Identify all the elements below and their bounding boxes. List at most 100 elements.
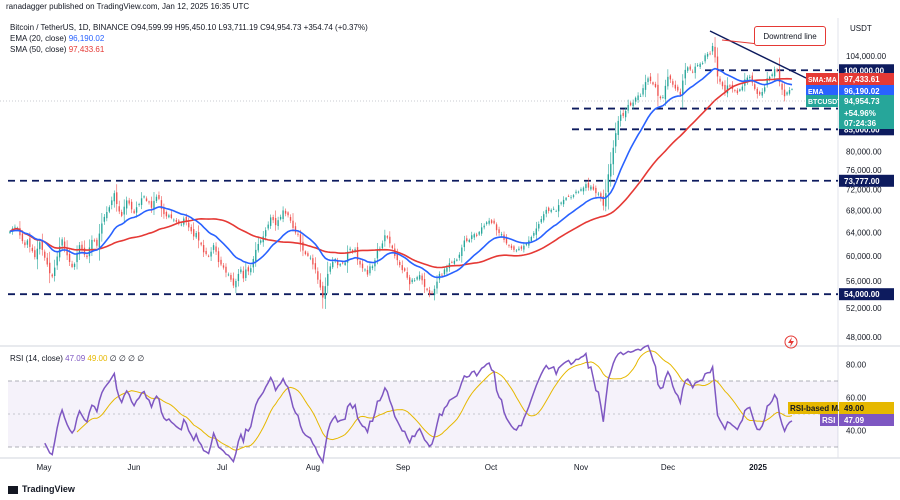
candle-body	[436, 281, 438, 289]
time-tick-label: May	[36, 463, 51, 472]
price-tick-label: 104,000.00	[846, 52, 887, 61]
candle-body	[567, 196, 570, 197]
currency-label[interactable]: USDT	[850, 24, 872, 33]
candle-body	[500, 234, 503, 236]
rsi-tick-label: 60.00	[846, 394, 867, 403]
candle-body	[111, 200, 113, 206]
rsi-legend-tail: ∅ ∅ ∅ ∅	[109, 354, 145, 363]
downtrend-callout: Downtrend line	[754, 26, 826, 46]
candle-body	[202, 245, 205, 253]
candle-body	[413, 280, 416, 282]
candle-body	[341, 262, 344, 264]
candle-body	[9, 231, 11, 234]
candle-body	[468, 239, 470, 242]
candle-body	[788, 90, 791, 94]
candle-body	[304, 251, 307, 255]
lightning-icon[interactable]	[784, 335, 798, 349]
candle-body	[26, 240, 29, 245]
candle-body	[706, 53, 709, 57]
price-axis[interactable]: 104,000.00 80,000.00 76,000.00 72,000.00 68,…	[846, 52, 887, 342]
candle-body	[31, 247, 34, 252]
candle-body	[418, 275, 421, 280]
downtrend-line	[709, 30, 807, 79]
candle-body	[384, 235, 386, 242]
candle-body	[346, 251, 349, 263]
rsi-tag-value-box	[839, 402, 894, 414]
candle-body	[327, 273, 329, 286]
candle-body	[29, 238, 31, 247]
symbol-label[interactable]: Bitcoin / TetherUS, 1D, BINANCE	[10, 23, 129, 32]
candle-body	[130, 201, 133, 210]
candle-body	[463, 240, 465, 248]
candle-body	[716, 56, 719, 77]
candle-body	[128, 200, 130, 204]
time-tick-label: Jul	[217, 463, 227, 472]
candle-body	[155, 196, 158, 201]
candle-body	[96, 239, 98, 246]
candle-body	[466, 238, 468, 242]
candle-body	[629, 102, 632, 106]
candle-body	[446, 267, 448, 272]
candle-body	[24, 242, 26, 246]
candle-body	[751, 75, 753, 83]
candle-body	[71, 263, 73, 267]
candle-body	[458, 254, 461, 258]
candle-body	[314, 263, 317, 270]
candle-body	[776, 69, 778, 72]
candle-body	[647, 78, 649, 83]
candle-body	[701, 63, 704, 64]
candle-body	[736, 90, 739, 94]
price-tag-value-box	[839, 73, 894, 85]
rsi-tag-name-box	[788, 402, 838, 414]
candle-body	[582, 187, 585, 192]
candle-body	[456, 259, 458, 261]
candle-body	[786, 92, 788, 95]
candle-body	[513, 246, 515, 250]
candle-body	[170, 214, 173, 218]
candle-body	[704, 55, 706, 62]
rsi-legend[interactable]: RSI (14, close) 47.09 49.00 ∅ ∅ ∅ ∅	[10, 354, 144, 363]
time-tick-label: Aug	[306, 463, 320, 472]
tradingview-logo[interactable]: TradingView	[8, 484, 75, 494]
candle-body	[324, 286, 326, 299]
sma-legend[interactable]: SMA (50, close) 97,433.61	[10, 44, 368, 55]
candle-body	[168, 215, 170, 218]
candle-body	[207, 255, 210, 257]
candle-body	[195, 233, 197, 238]
candle-body	[205, 250, 207, 255]
candle-body	[682, 80, 684, 95]
candle-body	[709, 53, 711, 55]
candle-body	[173, 219, 175, 221]
candle-body	[476, 234, 478, 236]
candle-body	[719, 78, 721, 82]
candle-body	[81, 244, 83, 250]
candle-body	[381, 243, 384, 249]
price-tag-value-box	[839, 85, 894, 97]
candle-body	[652, 82, 654, 85]
candle-body	[217, 251, 220, 263]
candle-body	[515, 250, 518, 252]
candle-body	[416, 277, 418, 280]
candle-body	[188, 222, 190, 228]
candle-body	[674, 84, 677, 89]
ema-legend[interactable]: EMA (20, close) 96,190.02	[10, 33, 368, 44]
candle-body	[612, 147, 614, 165]
candle-body	[101, 223, 103, 234]
time-tick-label: Oct	[485, 463, 498, 472]
candle-body	[282, 210, 284, 220]
candle-body	[135, 207, 138, 213]
ema-20-line	[9, 67, 793, 279]
candle-body	[692, 71, 694, 73]
time-axis[interactable]: May Jun Jul Aug Sep Oct Nov Dec 2025	[36, 463, 767, 472]
candle-body	[344, 262, 346, 265]
candle-body	[620, 114, 622, 121]
candle-body	[637, 95, 639, 100]
candle-body	[739, 89, 741, 91]
candle-body	[257, 243, 259, 251]
candle-body	[714, 46, 716, 58]
candle-body	[632, 102, 634, 107]
footer-brand: TradingView	[22, 484, 75, 494]
candle-body	[781, 83, 783, 90]
candle-body	[222, 265, 225, 268]
